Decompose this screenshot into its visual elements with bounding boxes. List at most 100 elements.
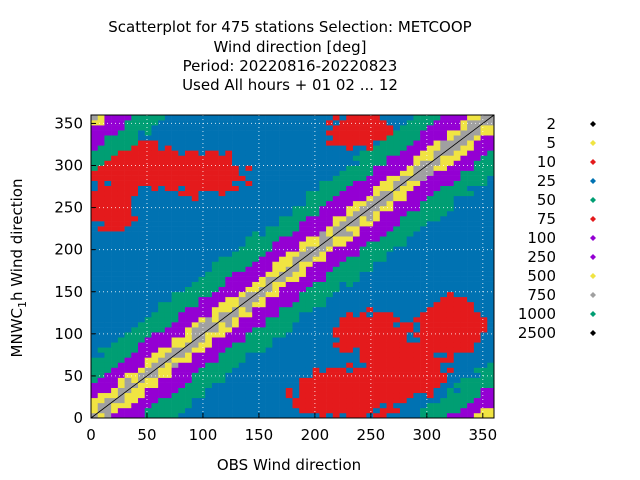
density-cell — [124, 216, 132, 222]
density-cell — [292, 367, 300, 373]
density-cell — [272, 221, 280, 227]
density-cell — [178, 402, 186, 409]
density-cell — [393, 231, 401, 237]
density-cell — [151, 362, 159, 368]
density-cell — [178, 241, 186, 247]
density-cell — [171, 337, 179, 343]
density-cell — [393, 332, 401, 338]
density-cell — [252, 311, 260, 318]
density-cell — [467, 317, 475, 323]
density-cell — [97, 377, 105, 383]
density-cell — [359, 332, 367, 338]
density-cell — [433, 190, 441, 197]
density-cell — [211, 296, 219, 303]
density-cell — [420, 387, 428, 394]
density-cell — [326, 362, 334, 368]
density-cell — [158, 120, 166, 126]
density-cell — [326, 150, 334, 156]
legend-label: 2 — [546, 115, 556, 133]
density-cell — [352, 256, 360, 262]
density-cell — [158, 367, 166, 373]
density-cell — [305, 296, 313, 303]
density-cell — [131, 327, 139, 333]
density-cell — [97, 317, 105, 323]
density-cell — [292, 130, 300, 136]
density-cell — [144, 226, 152, 232]
density-cell — [473, 200, 481, 207]
density-cell — [252, 195, 260, 202]
density-cell — [218, 306, 226, 313]
density-cell — [211, 226, 219, 232]
density-cell — [399, 160, 407, 166]
density-cell — [386, 382, 394, 388]
density-cell — [97, 342, 105, 348]
density-cell — [473, 281, 481, 287]
density-cell — [144, 216, 152, 222]
density-cell — [312, 155, 320, 161]
density-cell — [225, 281, 233, 287]
density-cell — [420, 407, 428, 414]
density-cell — [252, 266, 260, 272]
density-cell — [272, 352, 280, 358]
density-cell — [467, 160, 475, 166]
density-cell — [386, 246, 394, 252]
density-cell — [144, 130, 152, 136]
density-cell — [305, 407, 313, 414]
density-cell — [460, 412, 468, 419]
density-cell — [285, 120, 293, 126]
density-cell — [480, 155, 488, 161]
density-cell — [124, 296, 132, 303]
density-cell — [191, 150, 199, 156]
density-cell — [359, 276, 367, 282]
density-cell — [171, 200, 179, 207]
density-cell — [440, 241, 448, 247]
density-cell — [171, 407, 179, 414]
density-cell — [420, 170, 428, 176]
density-cell — [366, 342, 374, 348]
density-cell — [467, 392, 475, 399]
density-cell — [252, 387, 260, 394]
density-cell — [487, 140, 495, 146]
density-cell — [487, 332, 495, 338]
density-cell — [359, 281, 367, 287]
density-cell — [151, 322, 159, 328]
density-cell — [379, 226, 387, 232]
density-cell — [420, 362, 428, 368]
density-cell — [279, 301, 287, 308]
density-cell — [225, 130, 233, 136]
density-cell — [97, 120, 105, 126]
density-cell — [91, 231, 99, 237]
density-cell — [352, 342, 360, 348]
density-cell — [406, 317, 414, 323]
density-cell — [305, 160, 313, 166]
density-cell — [453, 291, 461, 298]
density-cell — [467, 205, 475, 212]
density-cell — [426, 120, 434, 126]
density-cell — [426, 352, 434, 358]
density-cell — [426, 337, 434, 343]
density-cell — [238, 291, 246, 298]
density-cell — [379, 140, 387, 146]
density-cell — [272, 261, 280, 267]
density-cell — [164, 397, 172, 404]
density-cell — [205, 145, 213, 151]
density-cell — [117, 286, 125, 293]
density-cell — [346, 185, 354, 192]
density-cell — [191, 190, 199, 197]
density-cell — [406, 372, 414, 378]
density-cell — [279, 115, 287, 121]
density-cell — [359, 392, 367, 399]
density-cell — [406, 120, 414, 126]
density-cell — [117, 327, 125, 333]
density-cell — [473, 301, 481, 308]
density-cell — [111, 281, 119, 287]
density-cell — [164, 115, 172, 121]
density-cell — [104, 306, 112, 313]
x-tick-label: 50 — [137, 426, 156, 444]
density-cell — [131, 271, 139, 277]
density-cell — [292, 412, 300, 419]
density-cell — [232, 205, 240, 212]
density-cell — [225, 322, 233, 328]
density-cell — [319, 301, 327, 308]
density-cell — [453, 377, 461, 383]
